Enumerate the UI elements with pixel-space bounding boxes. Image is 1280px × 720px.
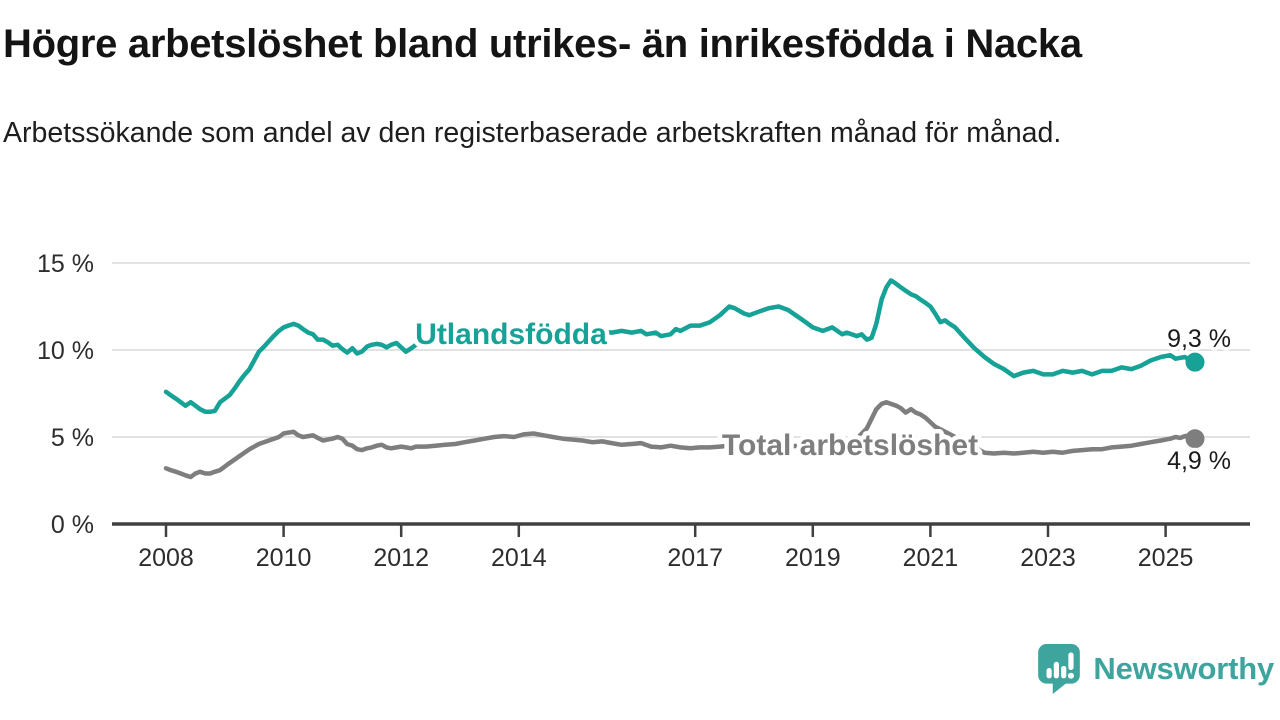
x-tick-label-2008: 2008 — [138, 544, 194, 572]
brand-name: Newsworthy — [1093, 651, 1274, 686]
x-tick-label-2010: 2010 — [256, 544, 312, 572]
x-tick-label-2017: 2017 — [667, 544, 723, 572]
series-label-total-arbetsl-shet: Total arbetslöshet — [722, 429, 978, 462]
series-end-dot-total-arbetsl-shet — [1185, 429, 1205, 449]
y-tick-label-5: 5 % — [51, 424, 94, 452]
x-tick-label-2019: 2019 — [785, 544, 841, 572]
end-value-label-total-arbetsl-shet: 4,9 % — [1167, 447, 1231, 475]
series-label-utlandsf-dda: Utlandsfödda — [415, 318, 607, 351]
x-tick-label-2012: 2012 — [373, 544, 429, 572]
y-tick-label-10: 10 % — [37, 337, 94, 365]
series-line-utlandsf-dda — [163, 278, 1198, 415]
series-end-dot-utlandsf-dda — [1185, 352, 1205, 372]
y-tick-label-15: 15 % — [37, 250, 94, 278]
chart-subtitle: Arbetssökande som andel av den registerb… — [3, 116, 1062, 149]
brand-footer: Newsworthy — [1038, 644, 1274, 694]
chart-header: Högre arbetslöshet bland utrikes- än inr… — [3, 22, 1264, 155]
x-tick-label-2025: 2025 — [1138, 544, 1194, 572]
end-value-label-utlandsf-dda: 9,3 % — [1167, 325, 1231, 353]
page-title: Högre arbetslöshet bland utrikes- än inr… — [3, 22, 1082, 66]
y-tick-label-0: 0 % — [51, 511, 94, 539]
x-tick-label-2014: 2014 — [491, 544, 547, 572]
series-line-total-arbetsl-shet — [163, 399, 1198, 480]
newsworthy-logo-icon — [1038, 644, 1081, 694]
x-tick-label-2023: 2023 — [1020, 544, 1076, 572]
x-tick-label-2021: 2021 — [903, 544, 959, 572]
